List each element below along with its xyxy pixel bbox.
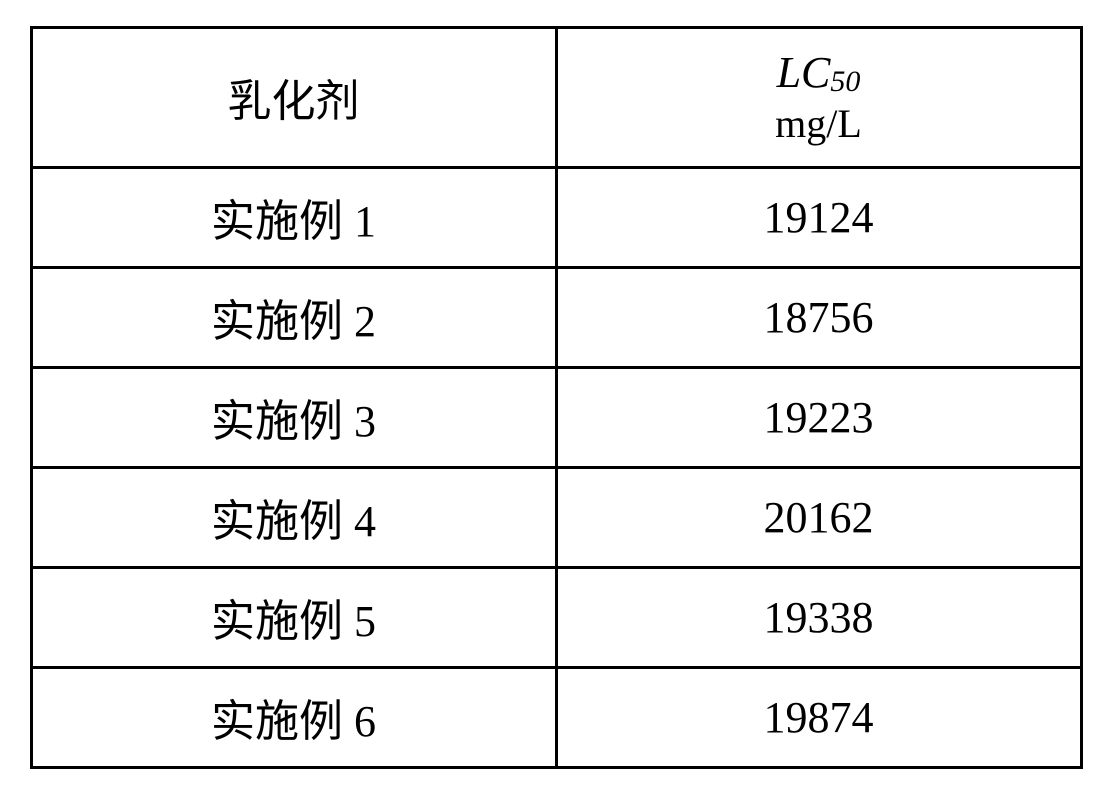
row-value-cell: 19124	[556, 167, 1081, 267]
header-emulsifier-text: 乳化剂	[228, 77, 360, 126]
row-value-cell: 20162	[556, 467, 1081, 567]
row-value: 18756	[764, 293, 874, 342]
row-label: 实施例 2	[211, 297, 376, 346]
row-label-cell: 实施例 3	[31, 367, 556, 467]
header-lc50-prefix: LC	[777, 48, 831, 97]
header-emulsifier: 乳化剂	[31, 27, 556, 167]
header-lc50-sub: 50	[830, 66, 860, 99]
lc50-table: 乳化剂 LC50 mg/L 实施例 1 19124	[30, 26, 1083, 769]
row-value-cell: 19338	[556, 567, 1081, 667]
row-label: 实施例 4	[211, 497, 376, 546]
row-value: 19124	[764, 193, 874, 242]
table-row: 实施例 4 20162	[31, 467, 1081, 567]
table-row: 实施例 2 18756	[31, 267, 1081, 367]
header-lc50: LC50 mg/L	[556, 27, 1081, 167]
table-row: 实施例 3 19223	[31, 367, 1081, 467]
row-value: 19874	[764, 693, 874, 742]
table-row: 实施例 1 19124	[31, 167, 1081, 267]
header-lc50-line1: LC50	[559, 47, 1079, 99]
header-lc50-unit: mg/L	[559, 100, 1079, 147]
lc50-table-container: 乳化剂 LC50 mg/L 实施例 1 19124	[30, 26, 1083, 769]
row-label: 实施例 3	[211, 397, 376, 446]
row-value: 19338	[764, 593, 874, 642]
row-value-cell: 18756	[556, 267, 1081, 367]
row-label-cell: 实施例 5	[31, 567, 556, 667]
table-row: 实施例 5 19338	[31, 567, 1081, 667]
row-value: 19223	[764, 393, 874, 442]
row-label: 实施例 5	[211, 597, 376, 646]
table-header-row: 乳化剂 LC50 mg/L	[31, 27, 1081, 167]
row-label-cell: 实施例 4	[31, 467, 556, 567]
table-row: 实施例 6 19874	[31, 667, 1081, 767]
row-label-cell: 实施例 6	[31, 667, 556, 767]
row-value-cell: 19874	[556, 667, 1081, 767]
row-label-cell: 实施例 2	[31, 267, 556, 367]
row-value: 20162	[764, 493, 874, 542]
row-label-cell: 实施例 1	[31, 167, 556, 267]
row-label: 实施例 6	[211, 697, 376, 746]
row-label: 实施例 1	[211, 197, 376, 246]
row-value-cell: 19223	[556, 367, 1081, 467]
